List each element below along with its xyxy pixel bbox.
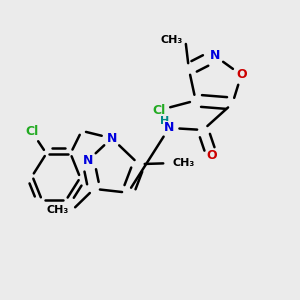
Text: CH₃: CH₃ <box>160 34 182 45</box>
Text: CH₃: CH₃ <box>47 206 69 215</box>
Text: O: O <box>206 149 217 162</box>
Text: N: N <box>83 154 93 167</box>
Text: O: O <box>236 68 247 81</box>
Text: H: H <box>160 116 169 126</box>
Text: Cl: Cl <box>25 125 38 138</box>
Text: N: N <box>210 49 220 62</box>
Text: N: N <box>164 122 174 134</box>
Text: CH₃: CH₃ <box>172 158 194 168</box>
Text: N: N <box>106 132 117 145</box>
Text: Cl: Cl <box>152 104 166 117</box>
